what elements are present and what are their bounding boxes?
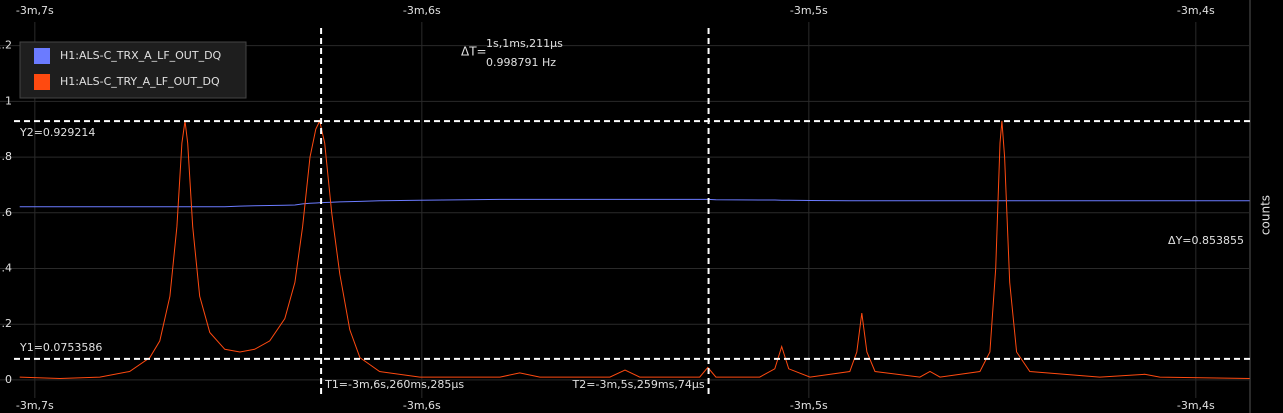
delta-t-prefix: ΔT=	[461, 45, 487, 59]
delta-f: 0.998791 Hz	[486, 56, 556, 69]
x-tick-label: -3m,4s	[1177, 4, 1215, 17]
y-tick-label: .8	[2, 150, 13, 163]
y-tick-label: 1	[5, 94, 12, 107]
delta-y: ΔY=0.853855	[1168, 234, 1244, 247]
cursor-label: T2=-3m,5s,259ms,74µs	[572, 378, 705, 391]
y-axis-label: counts	[1259, 195, 1273, 235]
x-tick-label: -3m,6s	[403, 4, 441, 17]
cursor-label: Y2=0.929214	[19, 126, 95, 139]
x-tick-label: -3m,5s	[790, 4, 828, 17]
delta-t: 1s,1ms,211µs	[486, 37, 563, 50]
legend	[19, 41, 247, 99]
legend-swatch	[34, 74, 50, 90]
series-line	[19, 119, 1250, 380]
x-tick-label: -3m,5s	[790, 399, 828, 412]
cursor-label: T1=-3m,6s,260ms,285µs	[324, 378, 464, 391]
y-tick-label: 1.2	[0, 39, 12, 52]
cursor-label: Y1=0.0753586	[19, 341, 102, 354]
legend-label: H1:ALS-C_TRX_A_LF_OUT_DQ	[60, 49, 222, 62]
x-tick-label: -3m,6s	[403, 399, 441, 412]
y-tick-label: .2	[2, 317, 13, 330]
x-tick-label: -3m,4s	[1177, 399, 1215, 412]
x-tick-label: -3m,7s	[16, 4, 54, 17]
y-tick-label: .6	[2, 206, 13, 219]
legend-label: H1:ALS-C_TRY_A_LF_OUT_DQ	[60, 75, 220, 88]
x-tick-label: -3m,7s	[16, 399, 54, 412]
y-tick-label: 0	[5, 373, 12, 386]
y-tick-label: .4	[2, 261, 13, 274]
legend-swatch	[34, 48, 50, 64]
